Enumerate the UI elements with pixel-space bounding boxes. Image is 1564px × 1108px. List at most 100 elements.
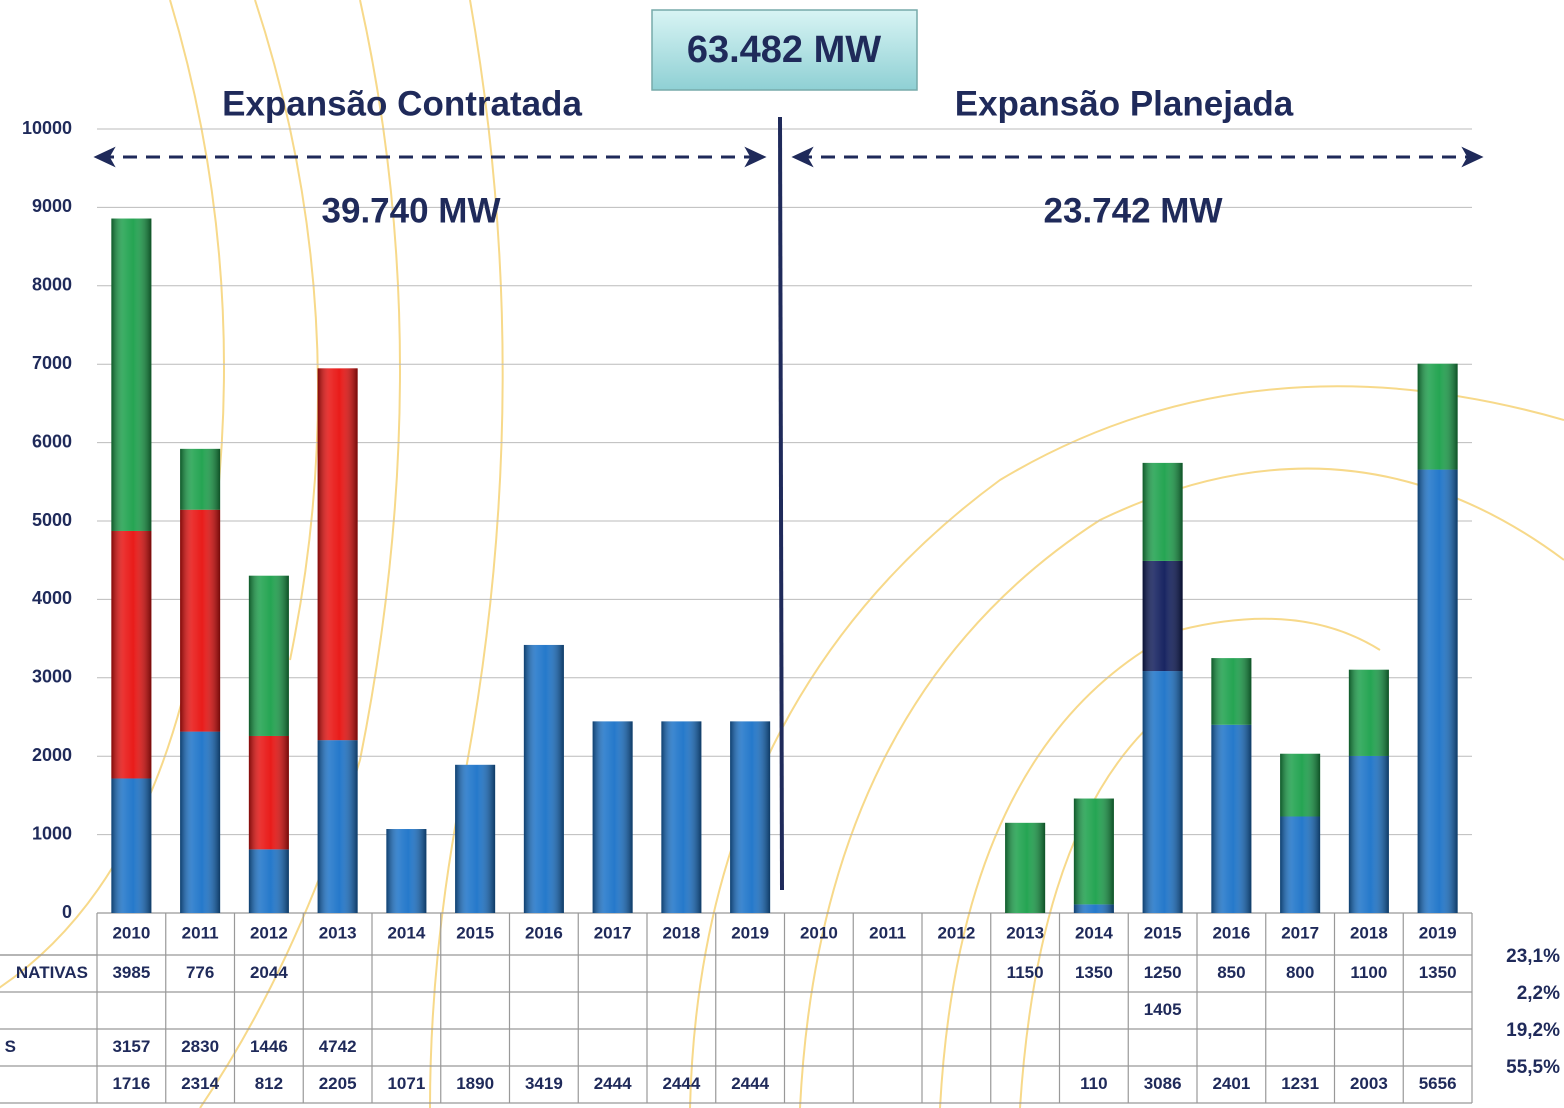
x-tick-label: 2013 — [1006, 923, 1044, 942]
bar — [1074, 904, 1114, 913]
table-value: 3086 — [1144, 1074, 1182, 1093]
table-value: 2401 — [1212, 1074, 1250, 1093]
table-value: 1446 — [250, 1037, 288, 1056]
x-tick-label: 2011 — [182, 923, 219, 942]
bar — [1280, 816, 1320, 913]
x-tick-label: 2019 — [1419, 923, 1457, 942]
divider — [780, 117, 782, 890]
table-value: 1100 — [1350, 963, 1387, 982]
left-title: Expansão Contratada — [222, 84, 582, 123]
table-value: 1071 — [387, 1074, 425, 1093]
table-value: 800 — [1286, 963, 1314, 982]
chart: 63.482 MW Expansão Contratada Expansão P… — [0, 0, 1564, 1108]
y-tick-label: 10000 — [22, 118, 72, 138]
y-tick-label: 8000 — [32, 275, 72, 295]
share-label: 19,2% — [1506, 1020, 1560, 1041]
share-label: 23,1% — [1506, 946, 1560, 967]
x-tick-label: 2014 — [1075, 923, 1113, 942]
total-label: 63.482 MW — [687, 29, 881, 71]
table-value: 2205 — [319, 1074, 357, 1093]
table-value: 1890 — [456, 1074, 494, 1093]
share-label: 2,2% — [1517, 983, 1560, 1004]
bar — [111, 778, 151, 913]
bar — [1074, 799, 1114, 905]
x-tick-label: 2017 — [594, 923, 632, 942]
x-tick-label: 2012 — [937, 923, 975, 942]
x-tick-label: 2013 — [319, 923, 357, 942]
table-value: 2444 — [662, 1074, 700, 1093]
bar — [455, 765, 495, 913]
table-value: 776 — [186, 963, 214, 982]
bar — [180, 510, 220, 732]
y-tick-label: 7000 — [32, 353, 72, 373]
row-label: S — [5, 1037, 16, 1056]
bar — [1349, 670, 1389, 756]
bar — [386, 829, 426, 913]
x-tick-label: 2014 — [387, 923, 425, 942]
right-title: Expansão Planejada — [955, 84, 1294, 123]
right-total: 23.742 MW — [1044, 191, 1223, 230]
table-value: 1231 — [1281, 1074, 1319, 1093]
table-value: 1250 — [1144, 963, 1182, 982]
bar — [1211, 658, 1251, 725]
x-tick-label: 2010 — [112, 923, 150, 942]
bar — [730, 721, 770, 913]
y-tick-label: 6000 — [32, 431, 72, 451]
bar — [1143, 463, 1183, 561]
x-tick-label: 2018 — [662, 923, 700, 942]
x-tick-label: 2012 — [250, 923, 288, 942]
bar — [1349, 756, 1389, 913]
table-value: 4742 — [319, 1037, 357, 1056]
x-tick-label: 2015 — [1144, 923, 1182, 942]
table-value: 1150 — [1007, 963, 1044, 982]
bar — [318, 368, 358, 740]
bar — [1211, 725, 1251, 913]
x-tick-label: 2019 — [731, 923, 769, 942]
y-tick-label: 4000 — [32, 588, 72, 608]
x-tick-label: 2015 — [456, 923, 494, 942]
table-value: 2830 — [181, 1037, 219, 1056]
table-value: 2444 — [731, 1074, 769, 1093]
x-tick-label: 2017 — [1281, 923, 1319, 942]
table-value: 2314 — [181, 1074, 219, 1093]
bar — [318, 740, 358, 913]
table-value: 1350 — [1419, 963, 1457, 982]
table-value: 3985 — [112, 963, 150, 982]
bar — [524, 645, 564, 913]
x-tick-label: 2016 — [525, 923, 563, 942]
bar — [1143, 671, 1183, 913]
y-tick-label: 2000 — [32, 745, 72, 765]
table-value: 110 — [1080, 1074, 1107, 1093]
table-value: 850 — [1217, 963, 1245, 982]
table-value: 1350 — [1075, 963, 1113, 982]
table-value: 1405 — [1144, 1000, 1182, 1019]
table-value: 3419 — [525, 1074, 563, 1093]
x-tick-label: 2011 — [869, 923, 906, 942]
table-value: 2003 — [1350, 1074, 1388, 1093]
x-tick-label: 2016 — [1212, 923, 1250, 942]
row-label: NATIVAS — [16, 963, 88, 982]
y-tick-label: 0 — [62, 902, 72, 922]
table-value: 2444 — [594, 1074, 632, 1093]
bar — [249, 849, 289, 913]
bar — [1418, 364, 1458, 470]
y-tick-label: 3000 — [32, 667, 72, 687]
left-total: 39.740 MW — [322, 191, 501, 230]
bar — [661, 721, 701, 913]
y-tick-label: 9000 — [32, 196, 72, 216]
table-value: 5656 — [1419, 1074, 1457, 1093]
range-arrows — [97, 150, 1480, 164]
bar — [180, 732, 220, 913]
bar — [1143, 561, 1183, 671]
y-tick-label: 1000 — [32, 823, 72, 843]
table-value: 3157 — [112, 1037, 150, 1056]
x-tick-label: 2018 — [1350, 923, 1388, 942]
bar — [1418, 470, 1458, 913]
grid — [97, 129, 1472, 913]
bar — [111, 531, 151, 779]
table-value: 812 — [255, 1074, 283, 1093]
share-label: 55,5% — [1506, 1057, 1560, 1078]
bar — [1005, 823, 1045, 913]
bar — [180, 449, 220, 510]
bar — [111, 219, 151, 531]
